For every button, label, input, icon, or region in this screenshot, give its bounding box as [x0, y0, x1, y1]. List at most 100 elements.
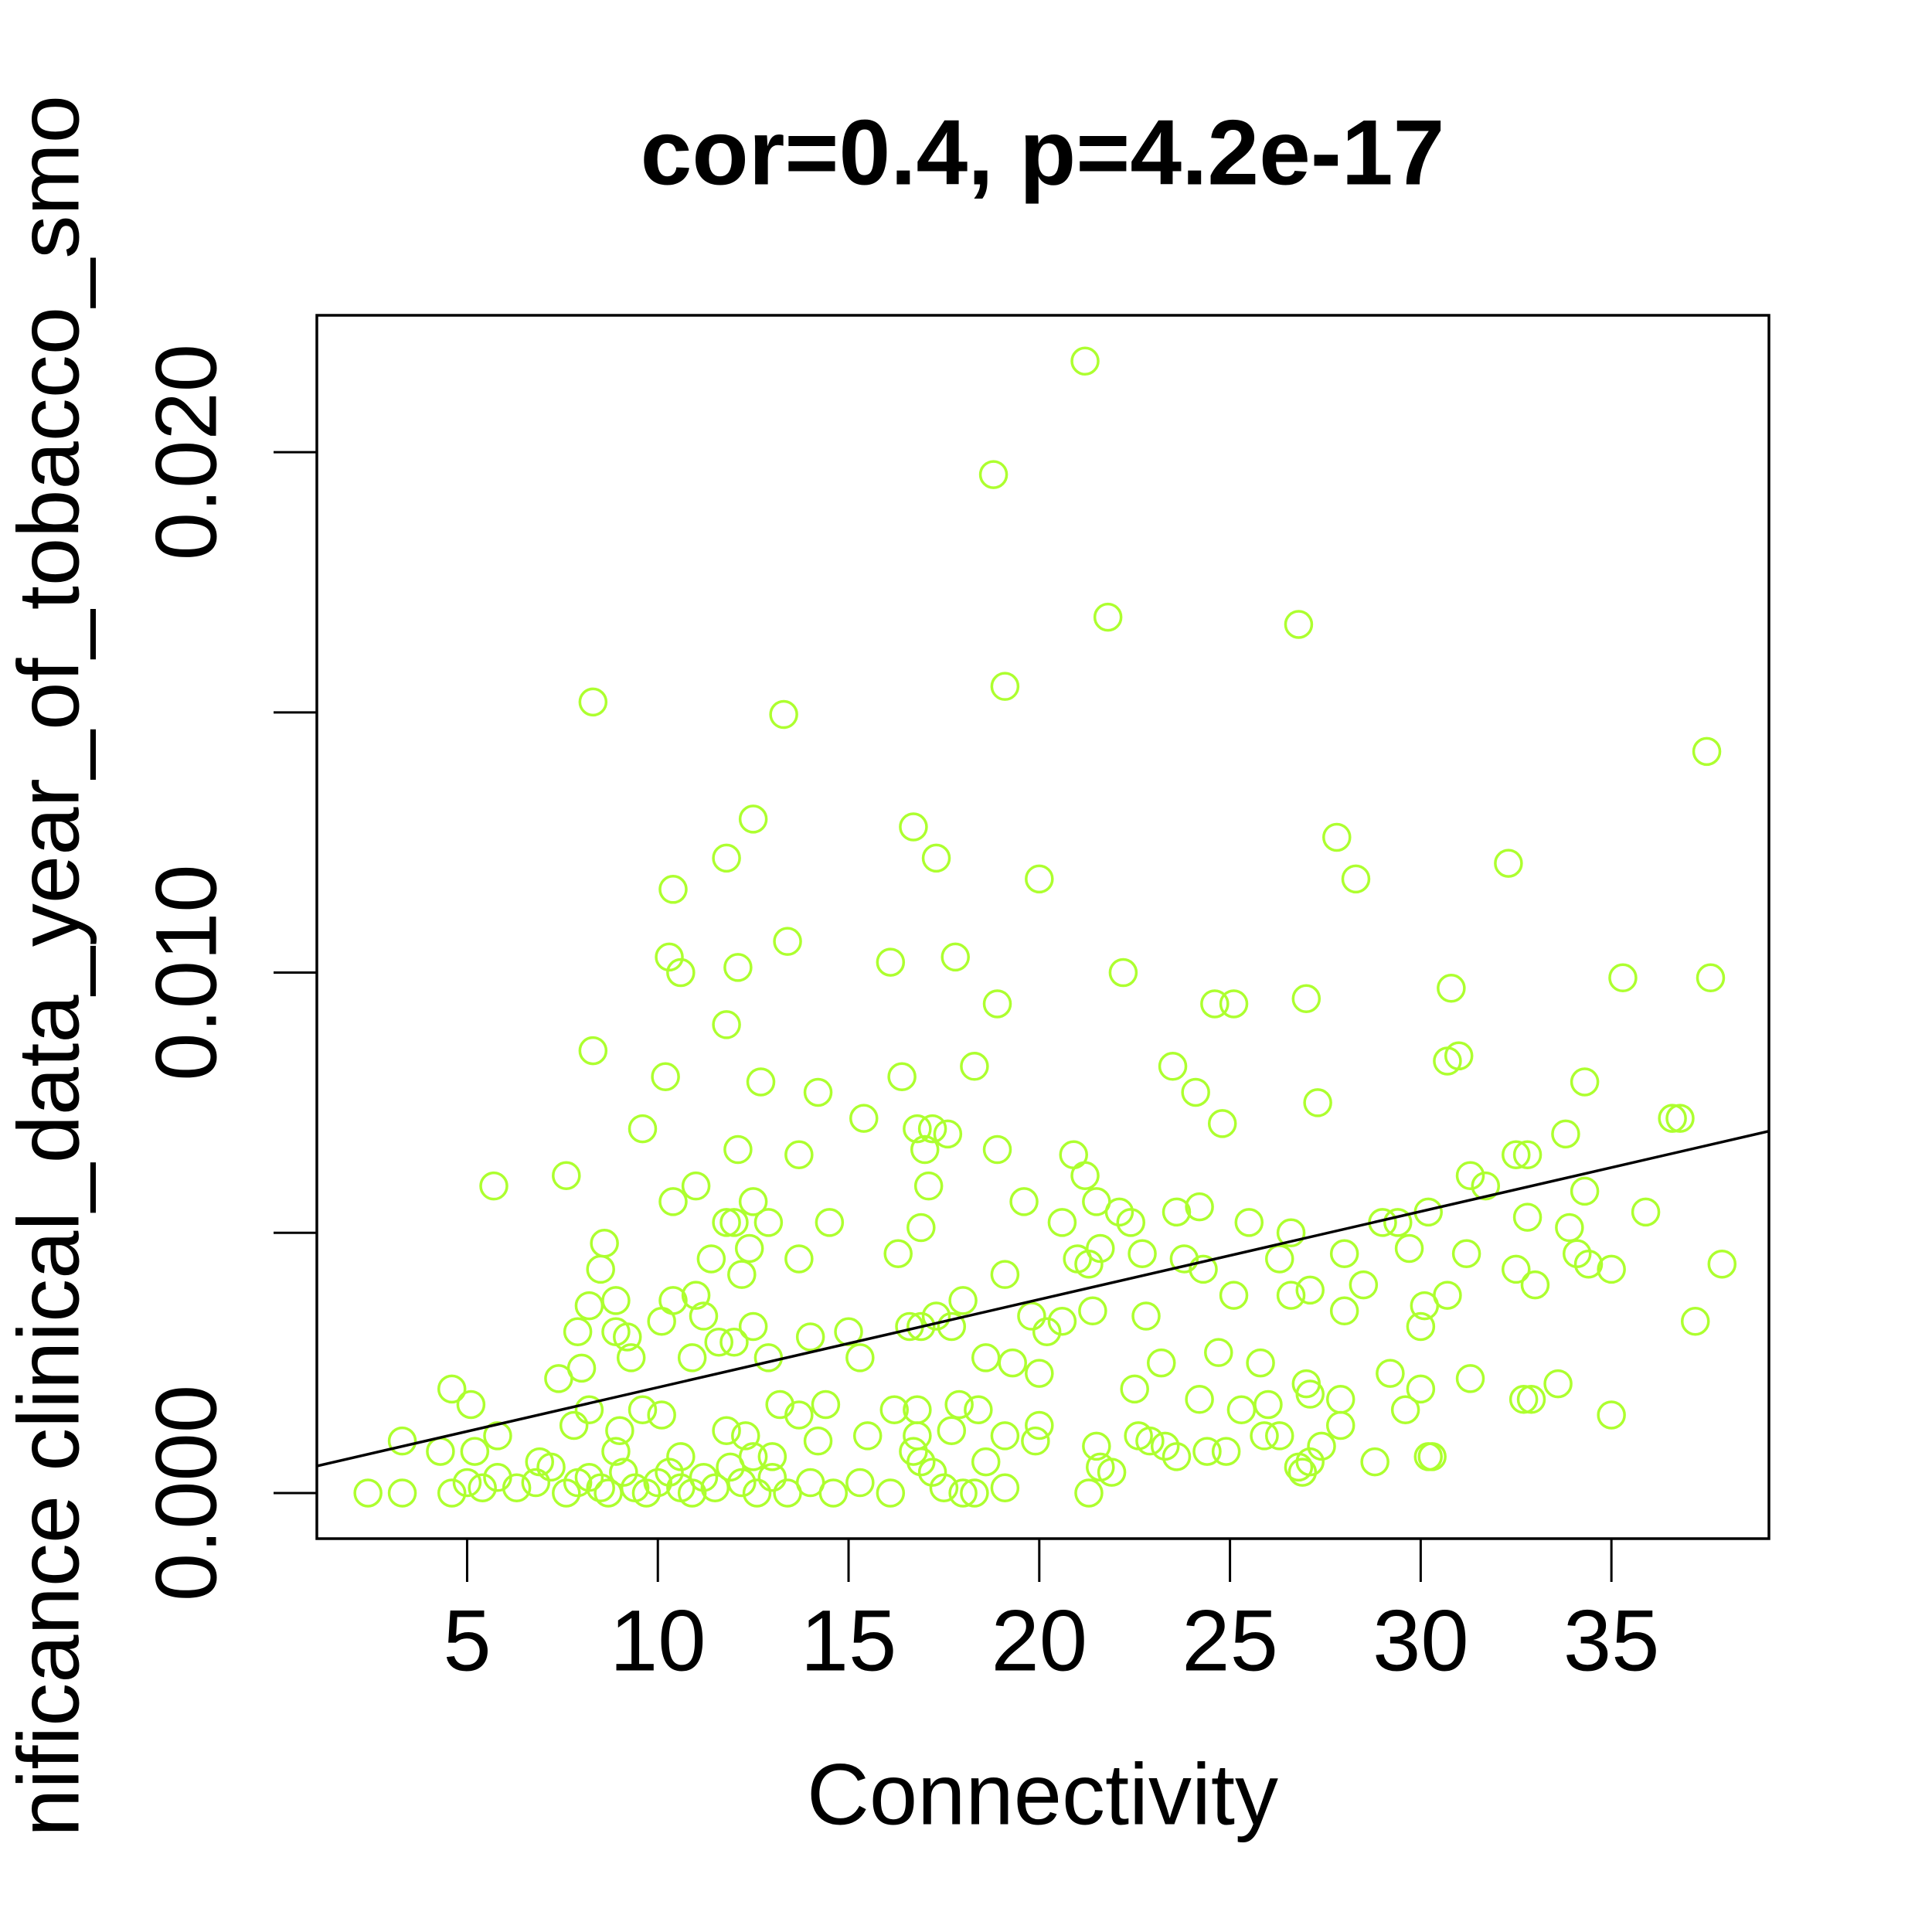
- chart-title: cor=0.4, p=4.2e-17: [641, 101, 1445, 205]
- point: [960, 1478, 989, 1508]
- point: [712, 843, 741, 873]
- point: [1219, 1281, 1249, 1310]
- point: [929, 1473, 959, 1503]
- point: [628, 1395, 658, 1425]
- point: [1494, 849, 1523, 878]
- point: [849, 1104, 879, 1133]
- point: [1158, 1052, 1188, 1081]
- point: [738, 1187, 768, 1216]
- point: [1509, 1385, 1539, 1414]
- y-tick-label: 0.020: [138, 344, 235, 560]
- point: [960, 1052, 989, 1081]
- point: [719, 1327, 749, 1357]
- point: [982, 1134, 1012, 1165]
- point: [971, 1343, 1001, 1372]
- point: [1390, 1395, 1420, 1425]
- point: [574, 1395, 604, 1425]
- point: [483, 1421, 512, 1451]
- point: [590, 1229, 619, 1258]
- point: [601, 1437, 631, 1466]
- point: [738, 1311, 768, 1342]
- point: [719, 1208, 749, 1237]
- point: [948, 1478, 978, 1508]
- point: [1502, 1254, 1531, 1284]
- point: [574, 1291, 604, 1321]
- point: [681, 1281, 711, 1310]
- point: [990, 672, 1020, 701]
- point: [753, 1208, 784, 1237]
- point: [716, 1452, 745, 1482]
- point: [731, 1421, 760, 1451]
- point: [609, 1458, 638, 1487]
- point: [689, 1463, 719, 1492]
- point: [1413, 1442, 1443, 1471]
- point: [876, 1478, 906, 1508]
- point: [1597, 1254, 1626, 1284]
- point: [502, 1473, 532, 1503]
- point: [437, 1478, 467, 1508]
- point: [1246, 1348, 1275, 1378]
- point: [1406, 1374, 1436, 1404]
- point: [1097, 1458, 1127, 1487]
- point: [1189, 1254, 1218, 1284]
- point: [1444, 1041, 1474, 1071]
- point: [998, 1348, 1028, 1378]
- point: [834, 1317, 863, 1346]
- point: [1025, 1410, 1054, 1440]
- point: [1329, 1296, 1359, 1326]
- point: [1562, 1239, 1592, 1268]
- point: [616, 1343, 646, 1372]
- point: [387, 1478, 417, 1508]
- point: [689, 1301, 719, 1331]
- point: [1047, 1307, 1077, 1336]
- point: [906, 1447, 936, 1477]
- point: [784, 1400, 814, 1430]
- point: [1608, 963, 1638, 993]
- x-tick-label: 5: [443, 1593, 491, 1689]
- x-tick-label: 10: [610, 1593, 706, 1689]
- point: [1696, 963, 1726, 993]
- x-axis-label: Connectivity: [807, 1747, 1278, 1843]
- point: [658, 1187, 688, 1216]
- point: [1410, 1291, 1440, 1321]
- plot-frame: [315, 314, 1770, 1540]
- point: [795, 1322, 825, 1352]
- point: [1185, 1192, 1214, 1222]
- point: [1093, 602, 1123, 632]
- point: [712, 1010, 741, 1039]
- point: [899, 812, 928, 842]
- point: [1025, 864, 1054, 894]
- point: [921, 1301, 951, 1331]
- point: [460, 1437, 490, 1466]
- point: [784, 1244, 814, 1274]
- point: [1120, 1374, 1149, 1404]
- point: [913, 1171, 944, 1201]
- point: [727, 1260, 757, 1289]
- point: [1147, 1348, 1176, 1378]
- point: [1512, 1140, 1543, 1170]
- point: [578, 687, 608, 717]
- point: [899, 1437, 928, 1466]
- point: [1360, 1447, 1389, 1477]
- point: [933, 1119, 963, 1149]
- point: [818, 1478, 849, 1508]
- point: [574, 1463, 604, 1492]
- point: [651, 1062, 680, 1092]
- point: [1150, 1431, 1180, 1461]
- point: [605, 1416, 634, 1445]
- point: [536, 1452, 566, 1482]
- x-tick-label: 20: [992, 1593, 1088, 1689]
- point: [1070, 346, 1100, 376]
- point: [387, 1426, 417, 1456]
- point: [982, 989, 1012, 1019]
- point: [1349, 1270, 1379, 1300]
- point: [1570, 1067, 1600, 1097]
- point: [677, 1478, 707, 1508]
- point: [1383, 1208, 1413, 1237]
- point: [1284, 610, 1314, 639]
- point: [655, 1458, 684, 1487]
- point: [1512, 1202, 1543, 1232]
- point: [479, 1171, 509, 1201]
- point: [1234, 1208, 1264, 1237]
- point: [1329, 1239, 1359, 1268]
